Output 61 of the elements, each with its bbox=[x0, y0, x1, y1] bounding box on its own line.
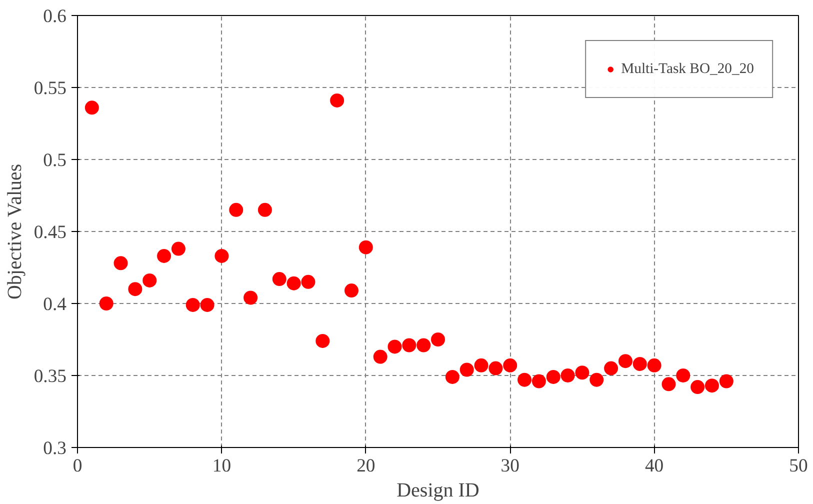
point bbox=[416, 338, 431, 352]
point bbox=[402, 338, 416, 352]
point bbox=[142, 273, 157, 288]
x-tick-label: 50 bbox=[789, 456, 808, 476]
x-tick-label: 30 bbox=[500, 456, 520, 476]
point bbox=[157, 248, 172, 263]
point bbox=[590, 372, 604, 387]
y-tick-label: 0.4 bbox=[43, 294, 68, 315]
point bbox=[244, 290, 258, 305]
point bbox=[229, 202, 244, 217]
point bbox=[690, 380, 705, 394]
point bbox=[388, 340, 402, 354]
point bbox=[460, 362, 474, 377]
point bbox=[546, 370, 560, 384]
point bbox=[330, 93, 344, 108]
y-tick-label: 0.35 bbox=[34, 366, 67, 387]
point bbox=[301, 274, 316, 289]
point bbox=[373, 350, 388, 364]
point bbox=[604, 361, 618, 376]
point bbox=[618, 354, 632, 368]
point bbox=[445, 370, 460, 384]
point bbox=[518, 372, 532, 387]
point bbox=[200, 298, 214, 312]
point bbox=[286, 276, 301, 290]
point bbox=[719, 374, 734, 388]
point bbox=[560, 368, 575, 382]
x-tick-label: 10 bbox=[212, 456, 232, 476]
point bbox=[84, 100, 99, 115]
x-tick-label: 40 bbox=[644, 456, 664, 476]
point bbox=[532, 374, 546, 388]
point bbox=[704, 378, 719, 393]
point bbox=[358, 240, 373, 254]
y-tick-label: 0.45 bbox=[34, 222, 67, 243]
x-tick-label: 20 bbox=[356, 456, 376, 476]
point bbox=[316, 334, 330, 348]
point bbox=[272, 272, 286, 286]
y-tick-label: 0.6 bbox=[43, 6, 67, 27]
point bbox=[676, 368, 690, 382]
point bbox=[114, 256, 128, 270]
y-tick-label: 0.5 bbox=[43, 150, 67, 171]
point bbox=[647, 358, 662, 372]
y-axis-title: Objective Values bbox=[4, 164, 26, 300]
point bbox=[186, 298, 200, 312]
point bbox=[575, 366, 590, 380]
point bbox=[344, 284, 358, 298]
y-tick-label: 0.3 bbox=[43, 438, 67, 459]
point bbox=[128, 282, 142, 296]
legend-label: Multi-Task BO_20_20 bbox=[621, 60, 754, 78]
point bbox=[662, 377, 676, 392]
x-tick-label: 0 bbox=[72, 456, 82, 476]
point bbox=[488, 361, 503, 376]
point bbox=[503, 358, 518, 372]
point bbox=[99, 296, 114, 310]
point bbox=[171, 242, 186, 256]
point bbox=[632, 356, 647, 371]
point bbox=[474, 358, 488, 372]
point bbox=[431, 332, 445, 346]
point bbox=[214, 248, 229, 263]
point bbox=[258, 202, 272, 217]
x-axis-title: Design ID bbox=[396, 480, 480, 502]
y-tick-label: 0.55 bbox=[34, 78, 67, 99]
